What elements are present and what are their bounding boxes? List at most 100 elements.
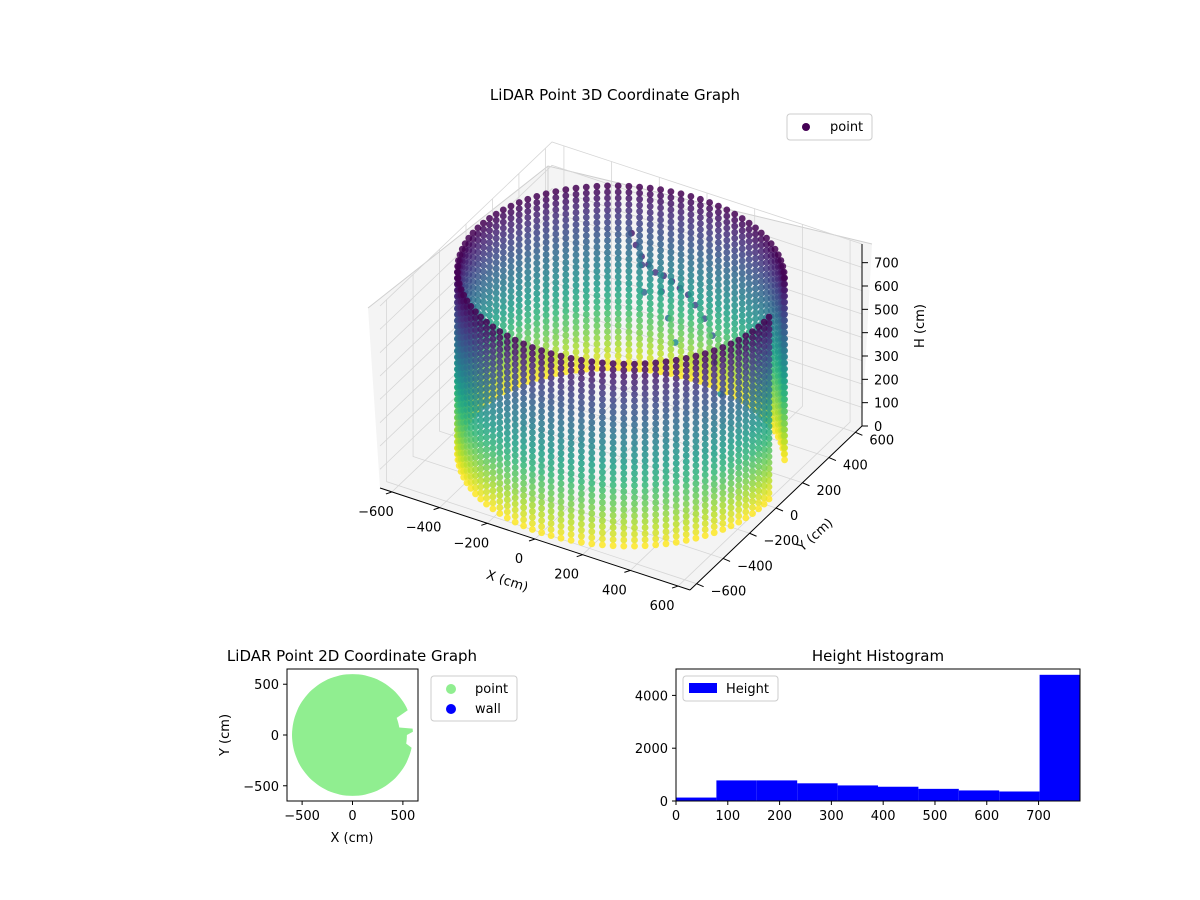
- plot3d-point: [593, 340, 601, 348]
- plot3d-point: [757, 253, 765, 261]
- plot3d-point: [742, 411, 750, 419]
- plot3d-point: [636, 347, 643, 355]
- plot3d-point: [552, 273, 560, 280]
- plot3d-point: [489, 347, 497, 355]
- plot3d-point: [614, 200, 622, 208]
- plot3d-point: [625, 267, 633, 275]
- plot3d-point: [687, 265, 695, 273]
- plot3d-point: [742, 417, 750, 425]
- plot3d-point: [677, 251, 685, 258]
- plot3d-point: [492, 234, 500, 242]
- plot3d-point: [731, 247, 739, 254]
- plot3d-point: [636, 335, 643, 343]
- plot3d-point: [507, 287, 515, 295]
- plot3d-point: [503, 338, 511, 346]
- plot3d-point: [682, 470, 690, 478]
- plot3d-point: [520, 383, 527, 390]
- plot3d-point: [609, 481, 617, 489]
- plot3d-point: [578, 502, 585, 510]
- plot3d-point: [588, 413, 596, 420]
- plot3d-point: [511, 409, 519, 417]
- plot3d-xtick: [671, 585, 679, 589]
- plot3d-point: [483, 330, 490, 338]
- plot3d-point: [687, 326, 695, 334]
- plot3d-point: [755, 438, 762, 446]
- plot3d-point: [641, 518, 649, 525]
- plot3d-point: [706, 211, 713, 219]
- plot3d-point: [672, 423, 680, 431]
- plot3d-point: [755, 353, 762, 361]
- plot2d-xtick-label: 500: [390, 809, 415, 824]
- plot3d-point: [609, 487, 617, 495]
- plot3d-point: [547, 441, 555, 448]
- plot3d-point: [511, 439, 519, 447]
- plot3d-point: [557, 364, 565, 372]
- plot3d-point: [631, 476, 638, 483]
- plot3d-point: [662, 497, 670, 505]
- plot2d-point-cloud: [292, 674, 413, 796]
- plot3d-point: [552, 267, 560, 274]
- plot3d-point: [723, 333, 731, 341]
- plot3d-point: [492, 301, 500, 309]
- plot3d-point: [552, 291, 560, 299]
- plot3d-point: [620, 524, 628, 532]
- plot3d-point: [604, 279, 611, 287]
- plot3d-point: [662, 376, 670, 384]
- plot3d-point: [625, 195, 633, 202]
- plot3d-point: [609, 499, 617, 507]
- plot3d-point: [614, 340, 622, 347]
- plot3d-point: [567, 433, 575, 441]
- plot3d-point: [572, 227, 580, 235]
- plot3d-point: [719, 350, 727, 357]
- plot3d-point: [652, 359, 660, 367]
- plot3d-point: [492, 265, 500, 273]
- plot3d-point: [697, 329, 704, 337]
- plot3d-point: [520, 449, 527, 457]
- plot3d-point: [562, 204, 570, 212]
- plot3d-point: [477, 404, 485, 412]
- plot3d-point: [760, 391, 768, 399]
- plot3d-point: [631, 415, 638, 423]
- plot3d-point: [657, 265, 664, 272]
- plot3d-point: [727, 358, 735, 366]
- plot3d-point: [667, 321, 675, 329]
- plot3d-point: [755, 432, 762, 440]
- plot3d-point: [745, 298, 753, 306]
- plot3d-point: [692, 498, 700, 506]
- plot3d-point: [588, 467, 596, 475]
- plot3d-point: [625, 201, 633, 208]
- plot3d-point: [542, 232, 550, 240]
- plot3d-point: [742, 423, 750, 431]
- plot3d-point: [631, 445, 638, 453]
- plot3d-point: [735, 415, 743, 423]
- plot3d-point: [489, 457, 497, 464]
- plot3d-point: [667, 273, 675, 280]
- plot3d-ztick-label: 200: [874, 373, 899, 388]
- plot3d-point: [652, 402, 660, 409]
- plot3d-point: [538, 353, 545, 361]
- plot3d-point: [682, 446, 690, 453]
- plot3d-point: [483, 342, 490, 350]
- plot3d-point: [483, 391, 490, 399]
- plot3d-point: [460, 291, 468, 299]
- plot3d-point: [646, 336, 654, 344]
- plot3d-point: [552, 321, 560, 329]
- plot3d-point: [557, 377, 565, 384]
- plot3d-point: [752, 254, 759, 262]
- plot3d-point: [749, 364, 756, 372]
- plot3d-ytick-label: 200: [816, 484, 841, 499]
- plot3d-point: [477, 368, 485, 375]
- plot3d-point: [631, 463, 638, 471]
- plot3d-point: [752, 303, 759, 311]
- plot3d-point: [781, 310, 788, 318]
- plot3d-point: [636, 226, 643, 233]
- plot3d-point: [456, 251, 464, 259]
- plot3d-ylabel: Y (cm): [794, 516, 836, 556]
- plot3d-point: [529, 429, 536, 436]
- plot3d-xtick-label: 0: [515, 552, 523, 567]
- plot3d-point: [511, 464, 519, 471]
- plot3d-point: [588, 497, 596, 505]
- plot3d-point: [745, 231, 753, 239]
- plot3d-point: [480, 243, 487, 251]
- plot3d-point: [499, 291, 507, 299]
